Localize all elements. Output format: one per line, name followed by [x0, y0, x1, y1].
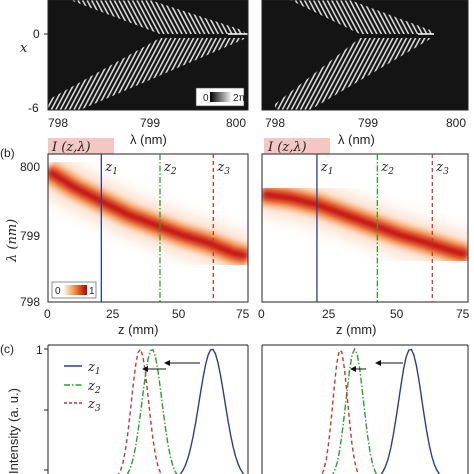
- x-axis-label-a: x: [20, 41, 28, 56]
- intensity-colorbar: [63, 285, 87, 295]
- phase-colorbar-max: 2π: [233, 93, 246, 104]
- z-tick-25-bL: 25: [106, 307, 120, 321]
- spectrum-z2: [331, 347, 378, 474]
- z-tick-75-bL: 75: [236, 307, 250, 321]
- title-bL: I (z,λ): [51, 140, 91, 155]
- marker-label-z2: z2: [163, 160, 177, 177]
- y-tick-0-a: 0: [33, 27, 40, 41]
- marker-label-z1: z1: [104, 160, 118, 177]
- phase-band-lower-left: [48, 38, 246, 110]
- z-tick-0-bL: 0: [44, 307, 51, 321]
- marker-label-z3: z3: [435, 160, 449, 177]
- z-tick-50-bL: 50: [172, 307, 186, 321]
- intensity-colorbar-max: 1: [89, 286, 95, 297]
- intensity-axis-label: Intensity (a. u.): [6, 388, 21, 474]
- spectra-right: [321, 347, 441, 474]
- panel-a-left: 0 2π x 0 -6 798 799 800 λ (nm): [20, 0, 249, 147]
- spectrum-z1: [179, 348, 245, 474]
- intensity-trace-left: [48, 154, 248, 278]
- z-axis-label-bR: z (mm): [336, 322, 376, 337]
- phase-band-upper-right: [290, 0, 432, 34]
- lambda-axis-label-aR: λ (nm): [338, 132, 375, 147]
- lambda-axis-label-bL: λ (nm): [5, 219, 20, 263]
- legend-c: z1 z2 z3: [64, 360, 101, 414]
- y-tick-798-b: 798: [20, 295, 40, 309]
- x-tick-799-aR: 799: [358, 116, 378, 130]
- y-tick-neg6-a: -6: [28, 101, 39, 115]
- legend-z2: z2: [87, 379, 101, 396]
- lambda-axis-label-aL: λ (nm): [130, 132, 167, 147]
- marker-label-z2: z2: [380, 160, 394, 177]
- z-tick-25-bR: 25: [322, 307, 336, 321]
- spectrum-z3: [117, 347, 163, 474]
- spectrum-z1: [380, 348, 441, 474]
- intensity-colorbar-min: 0: [55, 286, 61, 297]
- phase-band-lower-right: [275, 38, 432, 110]
- x-tick-798-aL: 798: [48, 116, 68, 130]
- marker-label-z1: z1: [320, 160, 334, 177]
- panel-c-label: (c): [0, 342, 14, 356]
- panel-c-left: 1 z1 z2 z3: [36, 343, 249, 474]
- panel-a-right: 798 799 800 λ (nm): [261, 0, 469, 147]
- z-markers-left: z1 z2 z3: [100, 154, 230, 302]
- y-tick-799-b: 799: [20, 229, 40, 243]
- z-tick-0-bR: 0: [258, 307, 265, 321]
- intensity-trace-right: [262, 172, 468, 277]
- phase-colorbar: [210, 92, 232, 102]
- x-tick-799-aL: 799: [140, 116, 160, 130]
- panel-b-left: I (z,λ) z1 z2 z3 0 1 λ (nm) 800 799 798 0 …: [5, 138, 250, 337]
- phase-colorbar-min: 0: [203, 93, 209, 104]
- trace-core: [48, 167, 248, 261]
- x-tick-800-aR: 800: [446, 116, 466, 130]
- marker-label-z3: z3: [216, 160, 230, 177]
- y-tick-800-b: 800: [20, 160, 40, 174]
- legend-z1: z1: [87, 360, 101, 377]
- x-tick-798-aR: 798: [265, 116, 285, 130]
- z-tick-75-bR: 75: [456, 307, 470, 321]
- phase-band-upper-left: [70, 0, 246, 34]
- spectra-left: [117, 347, 245, 474]
- z-tick-50-bR: 50: [390, 307, 404, 321]
- title-badge-bR: [264, 138, 330, 154]
- z-markers-right: z1 z2 z3: [316, 154, 449, 302]
- title-badge-bL: [48, 138, 114, 154]
- title-bR: I (z,λ): [267, 140, 307, 155]
- legend-z3: z3: [87, 397, 101, 414]
- trace-core: [262, 189, 468, 260]
- panel-b-right: I (z,λ) z1 z2 z3 0 25 50 75 z (mm): [258, 138, 470, 337]
- z-axis-label-bL: z (mm): [118, 322, 158, 337]
- x-tick-800-aL: 800: [226, 116, 246, 130]
- y-tick-1-c: 1: [36, 343, 43, 357]
- panel-c-right: [261, 344, 469, 474]
- panel-b-label: (b): [0, 146, 15, 160]
- spectrum-z2: [126, 348, 178, 474]
